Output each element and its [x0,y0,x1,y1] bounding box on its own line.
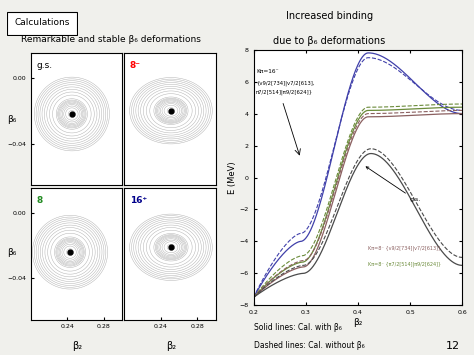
Text: g.s.: g.s. [366,167,421,202]
Text: π7/2[514]|π9/2[624]}: π7/2[514]|π9/2[624]} [256,89,313,95]
Text: g.s.: g.s. [36,61,53,70]
Text: β₆: β₆ [7,115,17,124]
Text: β₂: β₂ [166,341,176,351]
Y-axis label: E (MeV): E (MeV) [228,161,237,194]
Text: 12: 12 [446,342,460,351]
Text: {v9/2[734]|v7/2[613],: {v9/2[734]|v7/2[613], [256,80,315,86]
Text: β₆: β₆ [7,248,17,257]
Text: 16⁺: 16⁺ [130,196,147,205]
Text: Remarkable and stable β₆ deformations: Remarkable and stable β₆ deformations [21,36,201,44]
X-axis label: β₂: β₂ [353,318,363,327]
Text: 8⁻: 8⁻ [130,61,141,70]
Text: Solid lines: Cal. with β₆: Solid lines: Cal. with β₆ [254,323,341,332]
Text: Kπ=16⁻: Kπ=16⁻ [256,69,279,74]
Text: Increased binding: Increased binding [286,11,373,21]
Text: Calculations: Calculations [15,18,70,27]
Text: 8: 8 [36,196,43,205]
Text: Kπ=8⁻ {v9/2[734]|v7/2[613]}: Kπ=8⁻ {v9/2[734]|v7/2[613]} [368,245,441,251]
Text: β₂: β₂ [73,341,82,351]
Text: due to β₆ deformations: due to β₆ deformations [273,36,385,45]
FancyBboxPatch shape [7,12,77,35]
Text: Kπ=8⁻ {π7/2[514]|π9/2[624]}: Kπ=8⁻ {π7/2[514]|π9/2[624]} [368,261,441,267]
Text: Dashed lines: Cal. without β₆: Dashed lines: Cal. without β₆ [254,341,365,350]
